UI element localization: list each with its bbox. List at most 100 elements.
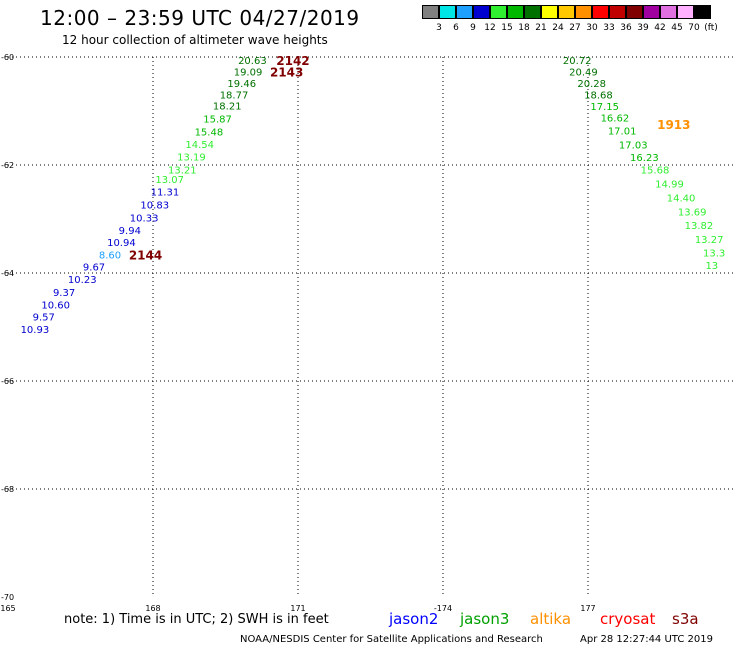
- footer-timestamp: Apr 28 12:27:44 UTC 2019: [580, 634, 713, 645]
- colorbar-label: 36: [620, 23, 632, 33]
- pass-id-label: 1913: [657, 118, 690, 132]
- map-title: 12:00 – 23:59 UTC 04/27/2019: [40, 6, 360, 30]
- colorbar-label: 70: [688, 23, 700, 33]
- colorbar-swatch: [609, 5, 626, 19]
- wave-height-value: 14.40: [667, 193, 696, 204]
- wave-height-value: 9.57: [33, 313, 55, 324]
- colorbar-label: 9: [470, 23, 476, 33]
- wave-height-value: 20.49: [569, 68, 598, 79]
- footer-credit: NOAA/NESDIS Center for Satellite Applica…: [240, 634, 543, 645]
- colorbar-swatch: [541, 5, 558, 19]
- wave-height-value: 8.60: [99, 251, 121, 262]
- wave-height-value: 10.94: [107, 238, 136, 249]
- wave-height-value: 13.21: [168, 165, 197, 176]
- colorbar-label: 39: [637, 23, 649, 33]
- latitude-label: -68: [1, 485, 14, 494]
- colorbar-label: (ft): [704, 23, 718, 33]
- wave-height-value: 17.01: [608, 126, 637, 137]
- note-text: note: 1) Time is in UTC; 2) SWH is in fe…: [64, 612, 329, 627]
- wave-height-value: 18.21: [213, 102, 242, 113]
- wave-height-value: 14.54: [185, 140, 214, 151]
- colorbar-label: 33: [603, 23, 615, 33]
- longitude-label: -174: [434, 604, 452, 613]
- colorbar-label: 21: [535, 23, 547, 33]
- colorbar-label: 45: [671, 23, 683, 33]
- colorbar-label: 12: [484, 23, 496, 33]
- wave-height-value: 9.94: [119, 226, 141, 237]
- wave-height-value: 13.19: [177, 152, 206, 163]
- wave-height-value: 18.77: [220, 90, 249, 101]
- colorbar-label: 27: [569, 23, 581, 33]
- colorbar-swatch: [626, 5, 643, 19]
- longitude-label: 177: [580, 604, 595, 613]
- wave-height-value: 16.62: [601, 113, 630, 124]
- wave-height-value: 13.07: [155, 175, 184, 186]
- longitude-label: 171: [290, 604, 305, 613]
- map-grid: [8, 56, 733, 597]
- longitude-label: 168: [145, 604, 160, 613]
- colorbar-swatch: [558, 5, 575, 19]
- colorbar-swatch: [422, 5, 439, 19]
- wave-height-value: 17.15: [590, 102, 619, 113]
- wave-height-value: 10.83: [140, 200, 169, 211]
- colorbar-label: 24: [552, 23, 564, 33]
- colorbar-swatch: [677, 5, 694, 19]
- colorbar-swatch: [439, 5, 456, 19]
- colorbar-swatch: [643, 5, 660, 19]
- longitude-label: 165: [0, 604, 15, 613]
- colorbar-swatch: [456, 5, 473, 19]
- satellite-legend-item: jason2: [389, 610, 439, 628]
- colorbar-label: 6: [453, 23, 459, 33]
- wave-height-value: 13.27: [695, 235, 724, 246]
- colorbar-swatch: [592, 5, 609, 19]
- colorbar-swatch: [575, 5, 592, 19]
- wave-height-value: 10.93: [21, 325, 50, 336]
- wave-height-value: 13.69: [678, 207, 707, 218]
- latitude-label: -70: [1, 593, 14, 602]
- wave-height-value: 10.23: [68, 275, 97, 286]
- wave-height-value: 19.46: [227, 79, 256, 90]
- wave-height-value: 10.60: [41, 300, 70, 311]
- wave-height-value: 15.87: [203, 115, 232, 126]
- wave-height-value: 17.03: [619, 140, 648, 151]
- wave-height-value: 19.09: [234, 68, 263, 79]
- map-subtitle: 12 hour collection of altimeter wave hei…: [62, 33, 328, 47]
- satellite-legend-item: cryosat: [600, 610, 656, 628]
- wave-height-value: 13.82: [685, 221, 714, 232]
- wave-height-value: 18.68: [584, 90, 613, 101]
- latitude-label: -62: [1, 161, 14, 170]
- wave-height-value: 20.63: [238, 56, 267, 67]
- satellite-legend-item: s3a: [672, 610, 699, 628]
- pass-id-label: 2144: [129, 249, 162, 263]
- pass-id-label: 2143: [270, 66, 303, 80]
- satellite-legend-item: altika: [530, 610, 572, 628]
- latitude-label: -64: [1, 269, 14, 278]
- colorbar-label: 30: [586, 23, 598, 33]
- wave-height-value: 9.37: [53, 288, 75, 299]
- wave-height-value: 9.67: [83, 263, 105, 274]
- wave-height-value: 11.31: [151, 187, 180, 198]
- colorbar-label: 3: [436, 23, 442, 33]
- colorbar-label: 15: [501, 23, 513, 33]
- wave-height-value: 16.23: [630, 153, 659, 164]
- colorbar-swatch: [473, 5, 490, 19]
- wave-height-value: 13: [705, 261, 718, 272]
- colorbar-swatch: [490, 5, 507, 19]
- pass-id-label: 2142: [276, 54, 309, 68]
- colorbar-label: 18: [518, 23, 530, 33]
- satellite-legend-item: jason3: [460, 610, 510, 628]
- wave-height-value: 20.28: [577, 79, 606, 90]
- colorbar-swatch: [694, 5, 711, 19]
- colorbar-swatch: [524, 5, 541, 19]
- wave-height-value: 15.68: [641, 165, 670, 176]
- colorbar-swatch: [507, 5, 524, 19]
- colorbar-swatch: [660, 5, 677, 19]
- colorbar-label: 42: [654, 23, 666, 33]
- latitude-label: -60: [1, 53, 14, 62]
- latitude-label: -66: [1, 377, 14, 386]
- map-axis-labels: 165 168 171 -174 177 -60 -62 -64 -66 -68 -70: [0, 53, 595, 613]
- wave-height-value: 20.72: [563, 56, 592, 67]
